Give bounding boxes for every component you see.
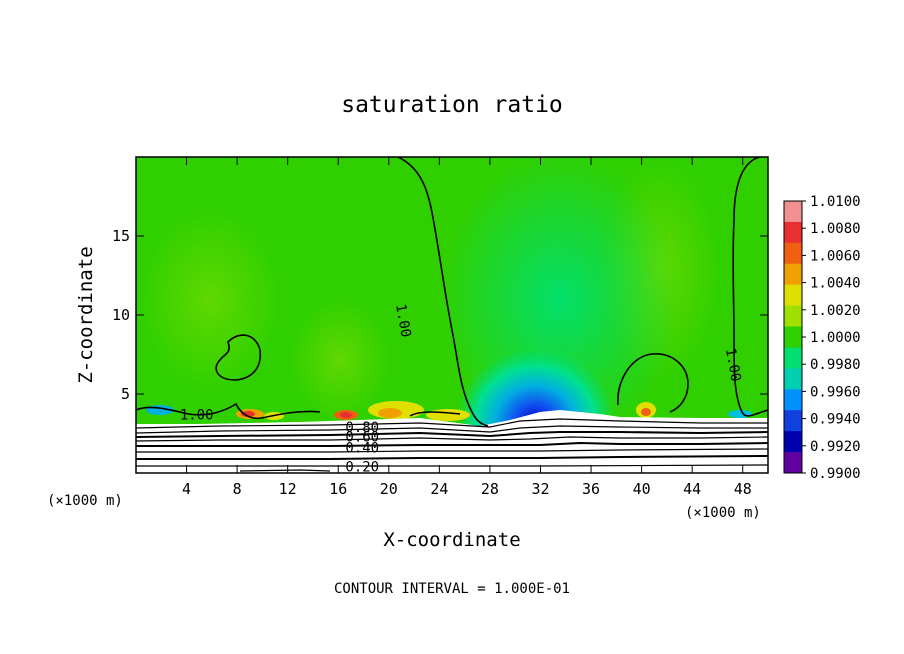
colorbar-swatch bbox=[784, 431, 802, 453]
colorbar-label: 1.0100 bbox=[810, 194, 861, 210]
contour-label: 1.00 bbox=[392, 303, 414, 339]
y-tick-label: 10 bbox=[112, 306, 130, 324]
surface-contours bbox=[136, 418, 768, 472]
contour-label: 0.80 bbox=[345, 420, 379, 436]
x-tick-label: 48 bbox=[734, 480, 752, 498]
colorbar-swatch bbox=[784, 347, 802, 369]
colorbar-swatch bbox=[784, 221, 802, 244]
y-tick-label: 5 bbox=[121, 385, 130, 403]
x-unit-right: (×1000 m) bbox=[685, 505, 761, 521]
colorbar-swatch bbox=[784, 326, 802, 348]
colorbar-label: 1.0020 bbox=[810, 303, 861, 319]
plot-area bbox=[136, 157, 768, 473]
x-tick-label: 4 bbox=[182, 480, 191, 498]
colorbar-swatch bbox=[784, 389, 802, 411]
colorbar-swatch bbox=[784, 410, 802, 432]
contour-interval-note: CONTOUR INTERVAL = 1.000E-01 bbox=[334, 581, 570, 597]
y-axis-label: Z-coordinate bbox=[75, 246, 97, 383]
contour-label: 0.20 bbox=[345, 459, 379, 475]
contour-label: 1.00 bbox=[180, 407, 214, 423]
colorbar-label: 0.9980 bbox=[810, 357, 861, 373]
colorbar-label: 0.9900 bbox=[810, 466, 861, 482]
colorbar-swatch bbox=[784, 305, 802, 328]
colorbar-swatch bbox=[784, 368, 802, 390]
colorbar-label: 0.9940 bbox=[810, 412, 861, 428]
unity-contours bbox=[136, 157, 768, 427]
x-tick-label: 8 bbox=[233, 480, 242, 498]
colorbar-swatch bbox=[784, 284, 802, 307]
colorbar-label: 1.0000 bbox=[810, 330, 861, 346]
y-axis-ticks: 5 10 15 bbox=[112, 227, 768, 403]
colorbar-swatch bbox=[784, 452, 802, 474]
y-tick-label: 15 bbox=[112, 227, 130, 245]
colorbar-label: 1.0060 bbox=[810, 248, 861, 264]
colorbar-swatch bbox=[784, 242, 802, 265]
x-axis-label: X-coordinate bbox=[383, 529, 520, 551]
contour-label: 0.60 bbox=[345, 429, 379, 445]
x-unit-left: (×1000 m) bbox=[47, 493, 123, 509]
contour-label: 1.00 bbox=[722, 347, 744, 383]
field-variation bbox=[290, 300, 390, 420]
contour-labels: 1.00 1.00 1.00 0.800.600.40 0.20 bbox=[180, 303, 744, 476]
colorbar-swatch bbox=[784, 263, 802, 286]
colorbar-swatch bbox=[784, 201, 802, 223]
x-tick-label: 28 bbox=[481, 480, 499, 498]
x-tick-label: 12 bbox=[279, 480, 297, 498]
colorbar-label: 0.9960 bbox=[810, 384, 861, 400]
colorbar-label: 1.0040 bbox=[810, 276, 861, 292]
x-tick-label: 24 bbox=[430, 480, 448, 498]
x-tick-label: 20 bbox=[380, 480, 398, 498]
colorbar-label: 1.0080 bbox=[810, 221, 861, 237]
chart-title: saturation ratio bbox=[341, 92, 563, 118]
x-axis-ticks: 4 8 12 16 20 24 28 32 36 40 44 48 bbox=[182, 157, 752, 498]
x-tick-label: 32 bbox=[531, 480, 549, 498]
x-tick-label: 44 bbox=[683, 480, 701, 498]
x-tick-label: 40 bbox=[633, 480, 651, 498]
x-tick-label: 36 bbox=[582, 480, 600, 498]
field-variation bbox=[140, 210, 280, 390]
contour-label: 0.40 bbox=[345, 440, 379, 456]
colorbar: 1.0100 1.0080 1.0060 1.0040 1.0020 1.0000 0.99… bbox=[783, 194, 861, 482]
x-tick-label: 16 bbox=[329, 480, 347, 498]
colorbar-label: 0.9920 bbox=[810, 439, 861, 455]
